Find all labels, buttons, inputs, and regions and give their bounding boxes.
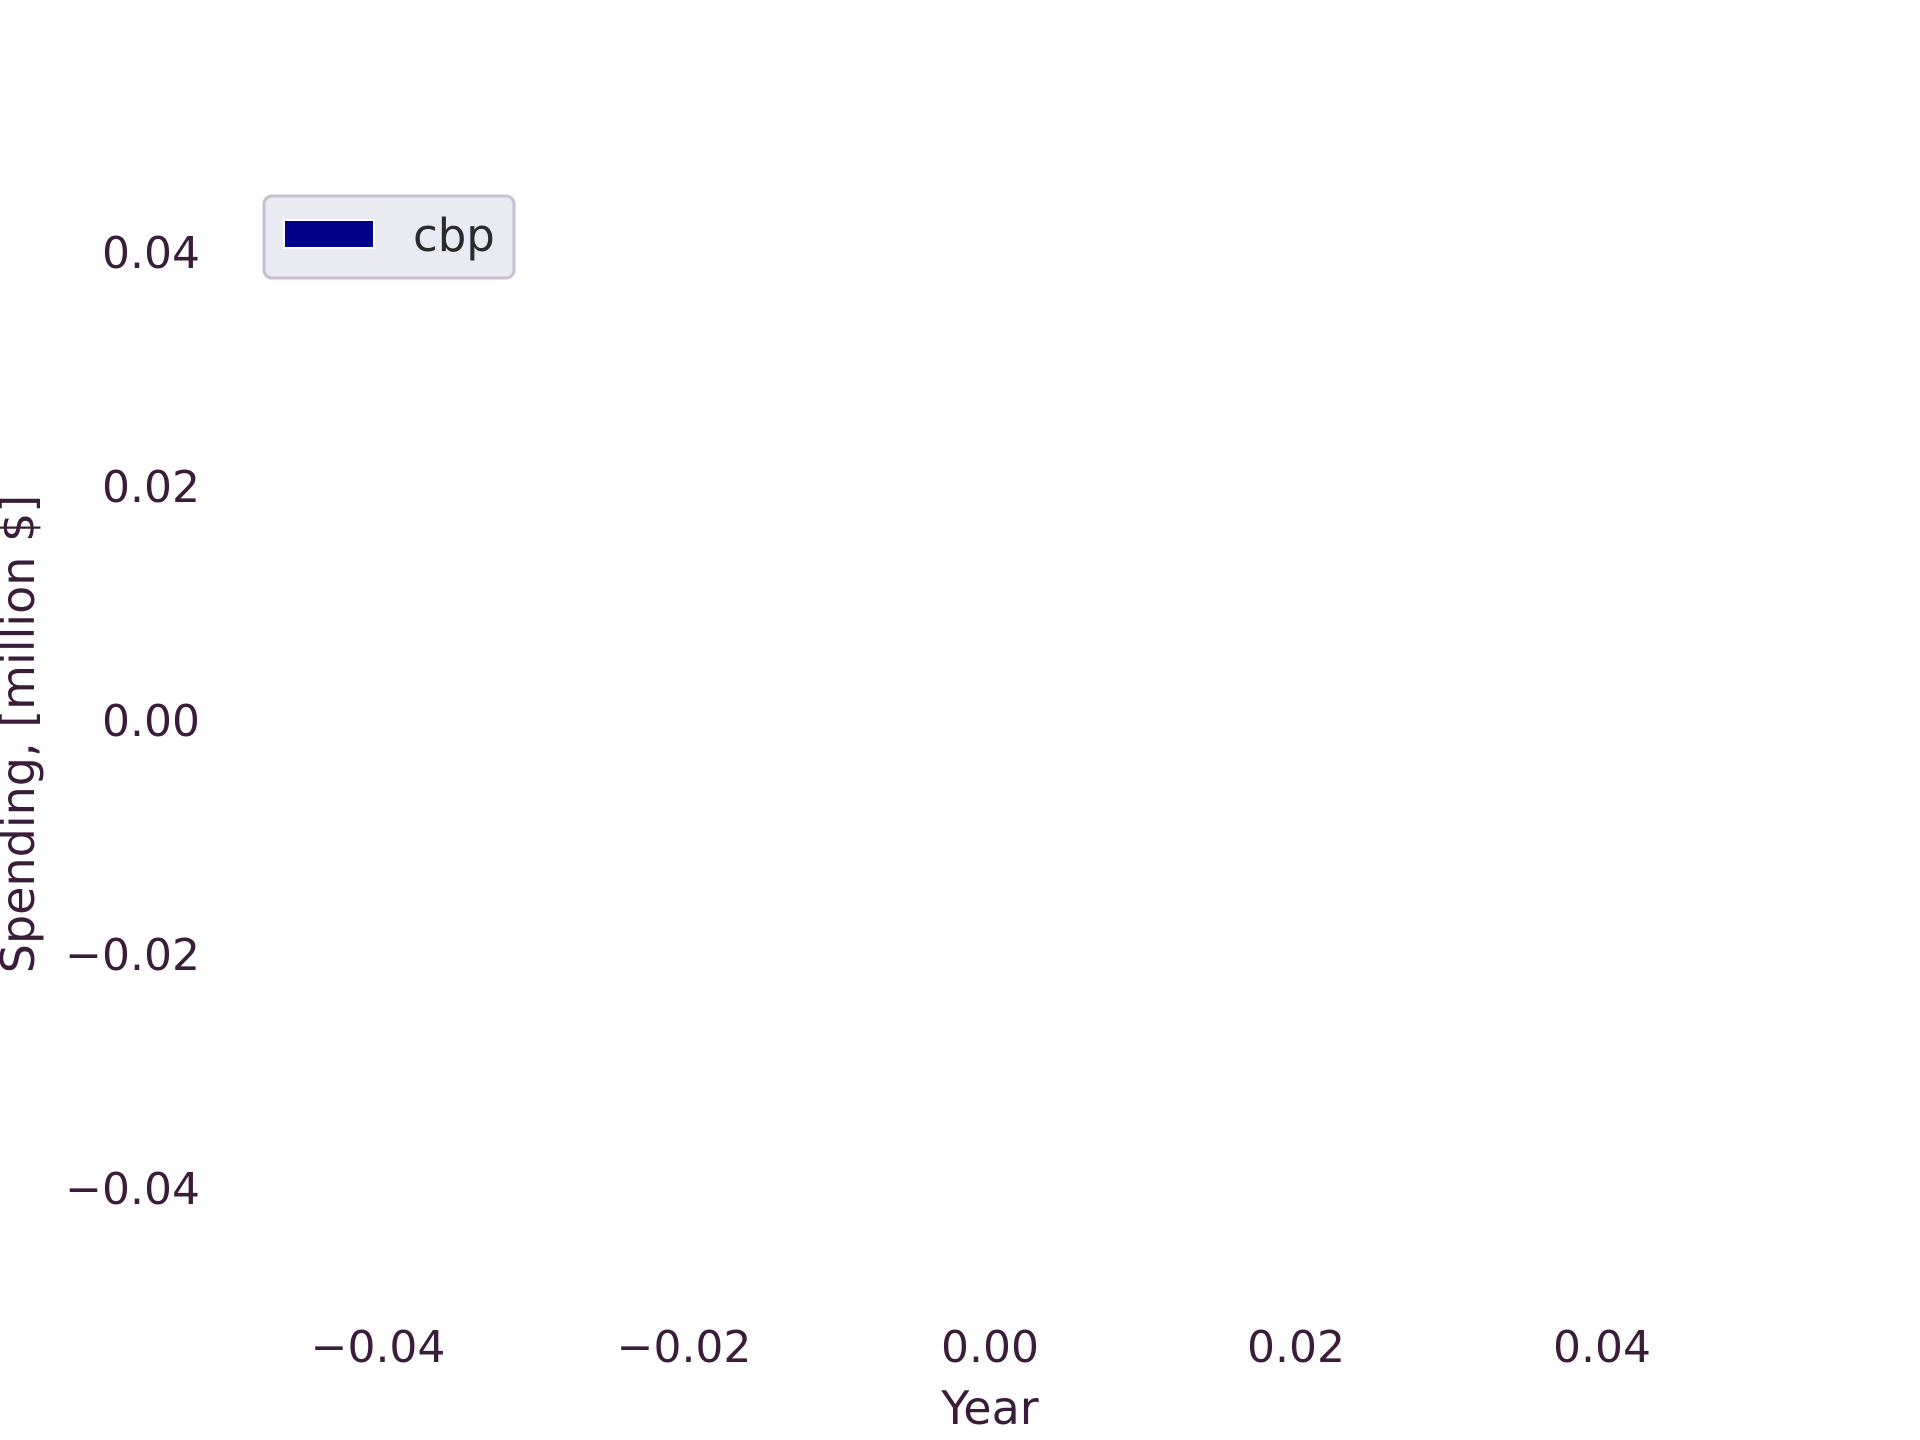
legend-label: cbp: [413, 209, 495, 262]
legend: cbp: [262, 194, 516, 280]
x-tick-label: 0.00: [941, 1322, 1039, 1373]
x-tick-label: 0.02: [1247, 1322, 1345, 1373]
x-axis-ticks: −0.04 −0.02 0.00 0.02 0.04: [311, 1322, 1651, 1373]
y-axis-ticks: 0.04 0.02 0.00 −0.02 −0.04: [65, 228, 200, 1215]
legend-swatch: [283, 219, 375, 249]
y-tick-label: −0.04: [65, 1164, 200, 1215]
x-tick-label: −0.04: [311, 1322, 446, 1373]
y-tick-label: 0.02: [102, 462, 200, 513]
x-tick-label: 0.04: [1553, 1322, 1651, 1373]
y-axis-label: Spending, [million $]: [0, 495, 45, 973]
y-tick-label: 0.04: [102, 228, 200, 279]
x-tick-label: −0.02: [617, 1322, 752, 1373]
y-tick-label: 0.00: [102, 696, 200, 747]
y-tick-label: −0.02: [65, 930, 200, 981]
x-axis-label: Year: [940, 1381, 1038, 1435]
legend-frame: [262, 194, 516, 280]
